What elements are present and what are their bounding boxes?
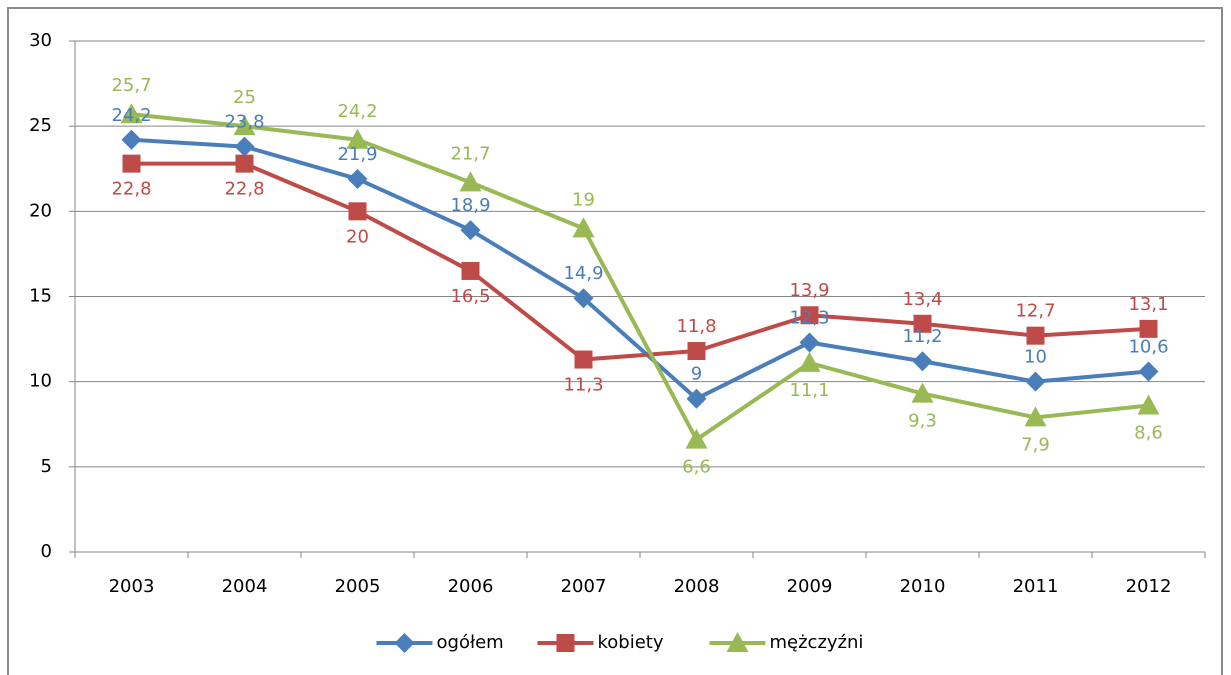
x-tick-label: 2012: [1126, 576, 1172, 597]
data-label: 11,8: [676, 316, 716, 337]
data-label: 16,5: [450, 286, 490, 307]
legend-label: ogółem: [437, 632, 504, 653]
data-label: 23,8: [224, 112, 264, 133]
series-line: [131, 161, 1149, 362]
legend-label: mężczyźni: [770, 632, 864, 653]
data-label: 8,6: [1134, 423, 1163, 444]
data-label: 10: [1024, 347, 1047, 368]
legend-marker: [556, 634, 575, 652]
x-tick-label: 2006: [448, 576, 494, 597]
data-point: [461, 261, 480, 280]
data-point: [459, 171, 482, 192]
data-label: 9: [691, 364, 702, 385]
data-point: [348, 202, 367, 221]
data-point: [798, 351, 821, 372]
data-label: 10,6: [1128, 336, 1168, 357]
x-tick-label: 2008: [674, 576, 720, 597]
y-tick-label: 20: [29, 200, 52, 221]
data-point: [122, 154, 141, 173]
data-point: [572, 217, 595, 238]
data-label: 13,4: [902, 289, 942, 310]
data-point: [1137, 394, 1160, 415]
data-point: [346, 128, 369, 149]
data-label: 24,2: [337, 101, 377, 122]
data-point: [911, 382, 934, 403]
y-tick-label: 30: [29, 30, 52, 51]
x-tick-label: 2010: [900, 576, 946, 597]
data-label: 13,9: [789, 280, 829, 301]
data-point: [799, 332, 820, 353]
data-label: 19: [572, 189, 595, 210]
y-tick-label: 5: [41, 456, 52, 477]
data-label: 14,9: [563, 263, 603, 284]
data-point: [687, 342, 706, 361]
data-label: 22,8: [111, 179, 151, 200]
chart-frame: [7, 7, 1223, 675]
data-label: 11,3: [563, 375, 603, 396]
data-point: [120, 103, 143, 124]
data-point: [1026, 326, 1045, 345]
legend-marker: [394, 633, 415, 653]
data-label: 12,7: [1015, 301, 1055, 322]
legend-marker: [726, 632, 749, 652]
data-label: 18,9: [450, 195, 490, 216]
data-label: 11,2: [902, 326, 942, 347]
data-label: 25: [233, 87, 256, 108]
y-tick-label: 0: [41, 541, 52, 562]
data-point: [574, 350, 593, 369]
data-point: [121, 129, 142, 150]
data-label: 13,1: [1128, 294, 1168, 315]
data-label: 7,9: [1021, 434, 1050, 455]
y-tick-label: 15: [29, 286, 52, 307]
data-label: 21,7: [450, 143, 490, 164]
data-point: [235, 154, 254, 173]
data-point: [233, 115, 256, 136]
data-point: [460, 220, 481, 241]
x-tick-label: 2009: [787, 576, 833, 597]
series-line: [131, 112, 1149, 442]
x-tick-label: 2003: [109, 576, 155, 597]
series-line: [131, 137, 1149, 401]
data-point: [686, 388, 707, 409]
data-point: [1138, 361, 1159, 382]
x-tick-label: 2005: [335, 576, 381, 597]
x-tick-label: 2007: [561, 576, 607, 597]
data-label: 20: [346, 226, 369, 247]
data-label: 25,7: [111, 75, 151, 96]
legend: ogółem kobiety mężczyźni: [376, 632, 864, 653]
x-tick-label: 2004: [222, 576, 268, 597]
y-tick-label: 10: [29, 371, 52, 392]
x-tick-label: 2011: [1013, 576, 1059, 597]
data-point: [573, 288, 594, 309]
y-tick-label: 25: [29, 115, 52, 136]
data-label: 24,2: [111, 105, 151, 126]
data-label: 6,6: [682, 457, 711, 478]
data-point: [347, 168, 368, 189]
data-label: 11,1: [789, 380, 829, 401]
data-point: [1024, 406, 1047, 427]
data-label: 22,8: [224, 179, 264, 200]
data-label: 21,9: [337, 144, 377, 165]
data-label: 9,3: [908, 411, 937, 432]
data-point: [913, 314, 932, 333]
data-point: [912, 351, 933, 372]
data-point: [685, 428, 708, 449]
data-point: [1139, 319, 1158, 338]
data-point: [800, 306, 819, 325]
legend-label: kobiety: [598, 632, 664, 653]
data-label: 12,3: [789, 307, 829, 328]
data-point: [234, 136, 255, 157]
data-point: [1025, 371, 1046, 392]
